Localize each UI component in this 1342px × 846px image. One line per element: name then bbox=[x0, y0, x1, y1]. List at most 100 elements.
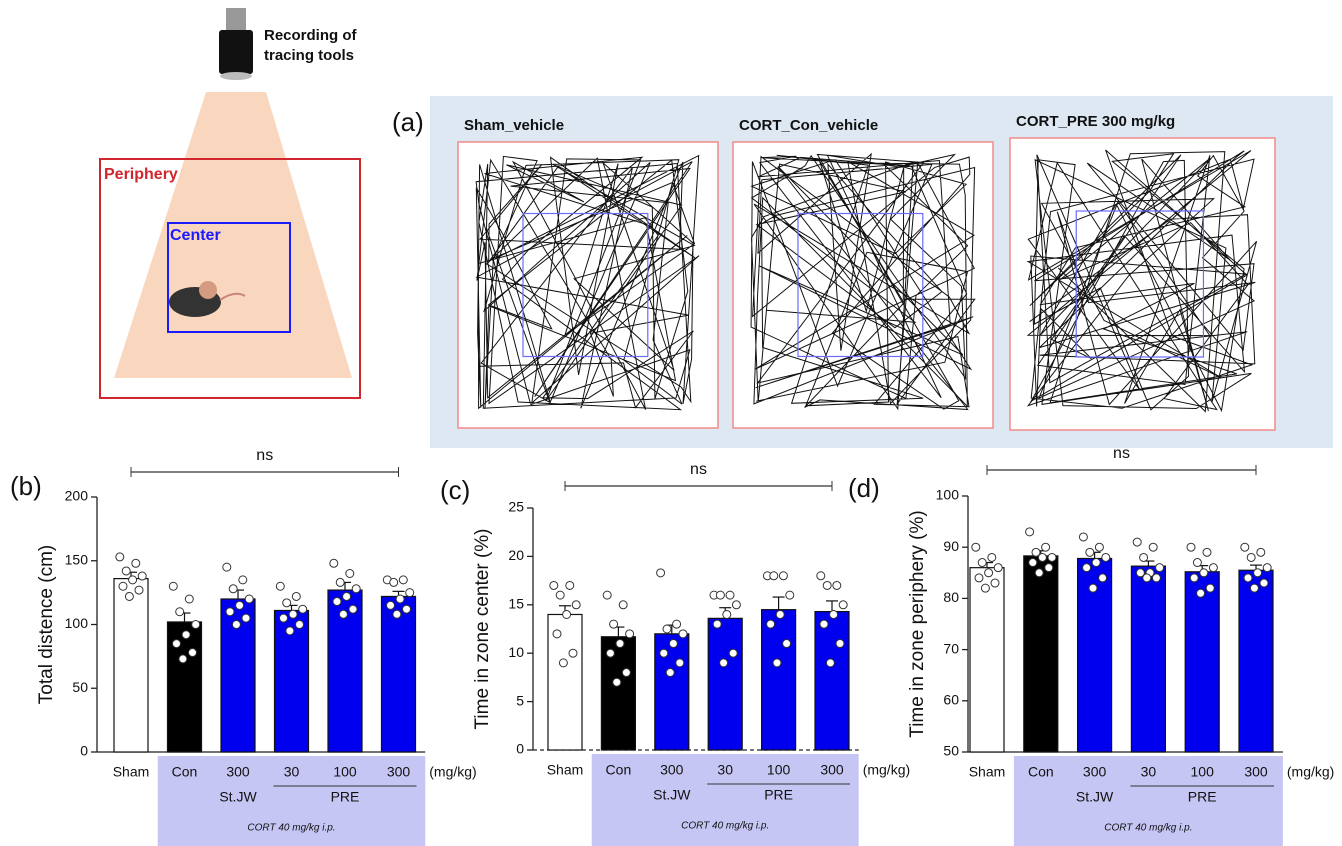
data-point bbox=[402, 604, 411, 614]
data-point bbox=[971, 542, 981, 552]
data-point bbox=[555, 590, 565, 600]
data-point bbox=[288, 609, 298, 619]
bar bbox=[1023, 555, 1059, 753]
x-tick-label: Sham bbox=[113, 764, 150, 780]
x-tick-label: 300 bbox=[226, 764, 250, 780]
camera-label: Recording of bbox=[264, 27, 358, 44]
data-point bbox=[1196, 588, 1206, 598]
data-point bbox=[678, 629, 688, 639]
data-point bbox=[993, 563, 1003, 573]
data-point bbox=[1151, 573, 1161, 583]
data-point bbox=[342, 591, 352, 601]
significance-label: ns bbox=[1113, 445, 1130, 462]
significance-label: ns bbox=[690, 461, 707, 478]
data-point bbox=[115, 552, 125, 562]
y-tick-label: 25 bbox=[508, 499, 524, 515]
data-point bbox=[405, 588, 415, 598]
group-label: PRE bbox=[331, 789, 360, 805]
data-point bbox=[244, 594, 254, 604]
x-tick-label: Sham bbox=[547, 762, 584, 778]
y-tick-label: 5 bbox=[516, 692, 524, 708]
data-point bbox=[1091, 558, 1101, 568]
data-point bbox=[725, 590, 735, 600]
bar bbox=[760, 609, 797, 751]
data-point bbox=[769, 571, 779, 581]
y-tick-label: 20 bbox=[508, 547, 524, 563]
data-point bbox=[1098, 573, 1108, 583]
camera-lens bbox=[220, 72, 252, 80]
data-point bbox=[731, 600, 741, 610]
data-point bbox=[712, 619, 722, 629]
data-point bbox=[225, 607, 235, 617]
data-point bbox=[785, 590, 795, 600]
data-point bbox=[386, 600, 395, 610]
data-point bbox=[552, 629, 562, 639]
data-point bbox=[571, 600, 581, 610]
data-point bbox=[178, 654, 188, 664]
y-tick-label: 0 bbox=[516, 741, 524, 757]
data-point bbox=[1028, 558, 1038, 568]
treatment-label: CORT 40 mg/kg i.p. bbox=[1104, 823, 1192, 834]
data-point bbox=[238, 575, 248, 585]
setup-diagram: Recording of tracing tools Periphery Cen… bbox=[99, 8, 361, 399]
y-tick-label: 90 bbox=[943, 538, 959, 554]
data-point bbox=[1078, 532, 1088, 542]
light-cone bbox=[114, 92, 352, 378]
data-point bbox=[832, 580, 842, 590]
data-point bbox=[990, 578, 1000, 588]
data-point bbox=[825, 658, 835, 668]
x-tick-label: Con bbox=[1028, 764, 1054, 780]
data-point bbox=[121, 566, 131, 576]
camera-label: tracing tools bbox=[264, 47, 354, 64]
y-tick-label: 70 bbox=[943, 640, 959, 656]
track bbox=[475, 154, 700, 411]
arena-title: Sham_vehicle bbox=[464, 117, 564, 134]
data-point bbox=[231, 620, 241, 629]
y-tick-label: 100 bbox=[65, 615, 89, 631]
data-point bbox=[128, 575, 138, 585]
x-tick-label: 300 bbox=[1083, 764, 1107, 780]
data-point bbox=[766, 619, 776, 629]
data-point bbox=[1199, 568, 1209, 578]
data-point bbox=[819, 619, 829, 629]
data-point bbox=[279, 613, 288, 623]
data-point bbox=[1259, 578, 1269, 588]
data-point bbox=[1082, 563, 1092, 573]
data-point bbox=[609, 619, 619, 629]
data-point bbox=[675, 658, 685, 668]
data-point bbox=[829, 609, 839, 619]
x-tick-label: 300 bbox=[820, 762, 844, 778]
bar bbox=[707, 617, 743, 751]
data-point bbox=[1155, 563, 1165, 573]
treatment-box bbox=[591, 754, 859, 846]
data-point bbox=[241, 613, 251, 623]
data-point bbox=[719, 658, 729, 668]
data-point bbox=[1240, 542, 1250, 552]
treatment-box bbox=[157, 756, 426, 846]
group-label: St.JW bbox=[1076, 789, 1114, 805]
y-axis-label: Time in zone periphery (%) bbox=[907, 510, 928, 737]
data-point bbox=[1246, 552, 1256, 562]
data-point bbox=[1135, 568, 1145, 578]
bar bbox=[1184, 571, 1220, 753]
data-point bbox=[1262, 563, 1272, 573]
data-point bbox=[1034, 568, 1044, 578]
data-point bbox=[568, 648, 578, 658]
unit-label: (mg/kg) bbox=[429, 764, 476, 780]
data-point bbox=[338, 609, 348, 619]
data-point bbox=[1189, 573, 1199, 583]
arena bbox=[732, 141, 994, 429]
data-point bbox=[977, 558, 987, 568]
data-point bbox=[392, 609, 402, 619]
y-tick-label: 150 bbox=[65, 551, 89, 567]
data-point bbox=[1088, 583, 1098, 593]
data-point bbox=[1047, 552, 1057, 562]
data-point bbox=[1044, 563, 1054, 573]
data-point bbox=[1208, 563, 1218, 573]
center-zone bbox=[522, 212, 649, 358]
unit-label: (mg/kg) bbox=[1287, 764, 1334, 780]
track bbox=[1026, 149, 1258, 413]
x-tick-label: 100 bbox=[767, 762, 791, 778]
data-point bbox=[295, 620, 304, 629]
data-point bbox=[558, 658, 568, 668]
